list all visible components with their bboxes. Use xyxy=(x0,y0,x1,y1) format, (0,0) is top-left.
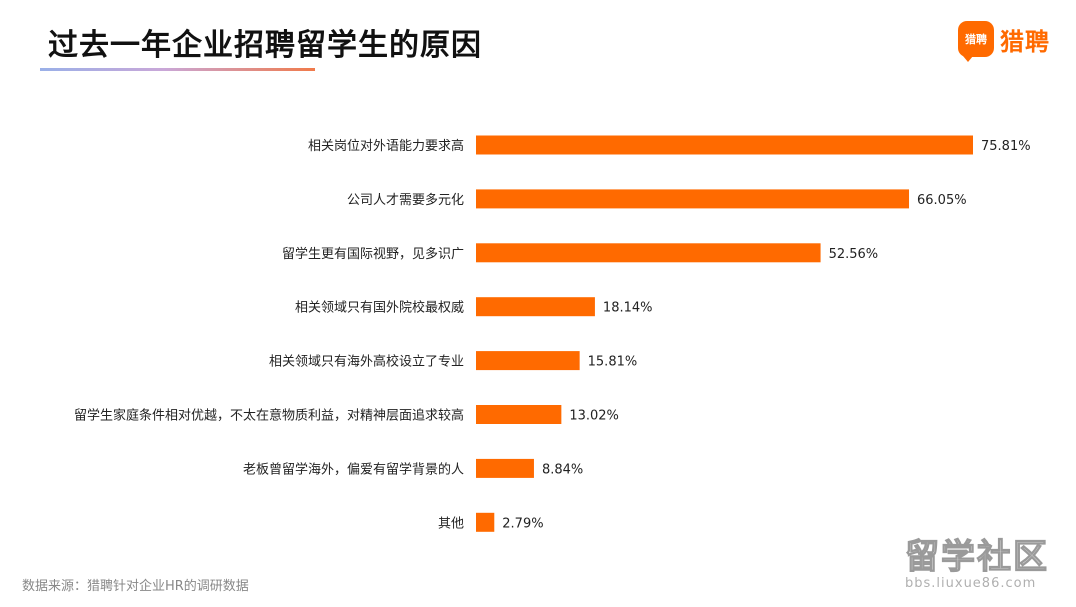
value-label: 18.14% xyxy=(603,301,653,316)
category-label: 留学生家庭条件相对优越，不太在意物质利益，对精神层面追求较高 xyxy=(74,408,464,424)
bar xyxy=(476,458,534,478)
liepin-logo-text: 猎聘 xyxy=(1000,27,1050,56)
watermark: 留学社区 bbs.liuxue86.com xyxy=(904,537,1065,598)
value-label: 2.79% xyxy=(502,516,543,531)
category-label: 公司人才需要多元化 xyxy=(347,192,464,208)
bar xyxy=(476,189,910,209)
data-source-note: 数据来源：猎聘针对企业HR的调研数据 xyxy=(22,579,249,594)
watermark-url: bbs.liuxue86.com xyxy=(905,576,1037,591)
bar xyxy=(476,243,821,263)
value-label: 75.81% xyxy=(981,139,1031,154)
category-label: 留学生更有国际视野，见多识广 xyxy=(282,246,464,262)
value-label: 66.05% xyxy=(917,193,967,208)
value-label: 52.56% xyxy=(829,247,879,262)
bar xyxy=(476,135,973,155)
category-label: 其他 xyxy=(438,516,464,531)
value-label: 15.81% xyxy=(588,355,638,370)
category-label: 老板曾留学海外，偏爱有留学背景的人 xyxy=(243,461,464,477)
title-underline xyxy=(40,68,315,71)
liepin-logo-icon: 猎聘 xyxy=(958,21,994,62)
value-label: 13.02% xyxy=(569,409,619,424)
category-label: 相关领域只有国外院校最权威 xyxy=(295,300,464,316)
category-label: 相关领域只有海外高校设立了专业 xyxy=(269,354,464,370)
category-label: 相关岗位对外语能力要求高 xyxy=(308,138,464,154)
watermark-text: 留学社区 xyxy=(904,537,1049,577)
liepin-logo: 猎聘 猎聘 xyxy=(958,20,1050,62)
value-label: 8.84% xyxy=(542,462,583,477)
bar xyxy=(476,297,595,317)
bar xyxy=(476,351,580,371)
page-title: 过去一年企业招聘留学生的原因 xyxy=(48,28,482,63)
bar xyxy=(476,405,562,424)
bar xyxy=(476,512,495,532)
